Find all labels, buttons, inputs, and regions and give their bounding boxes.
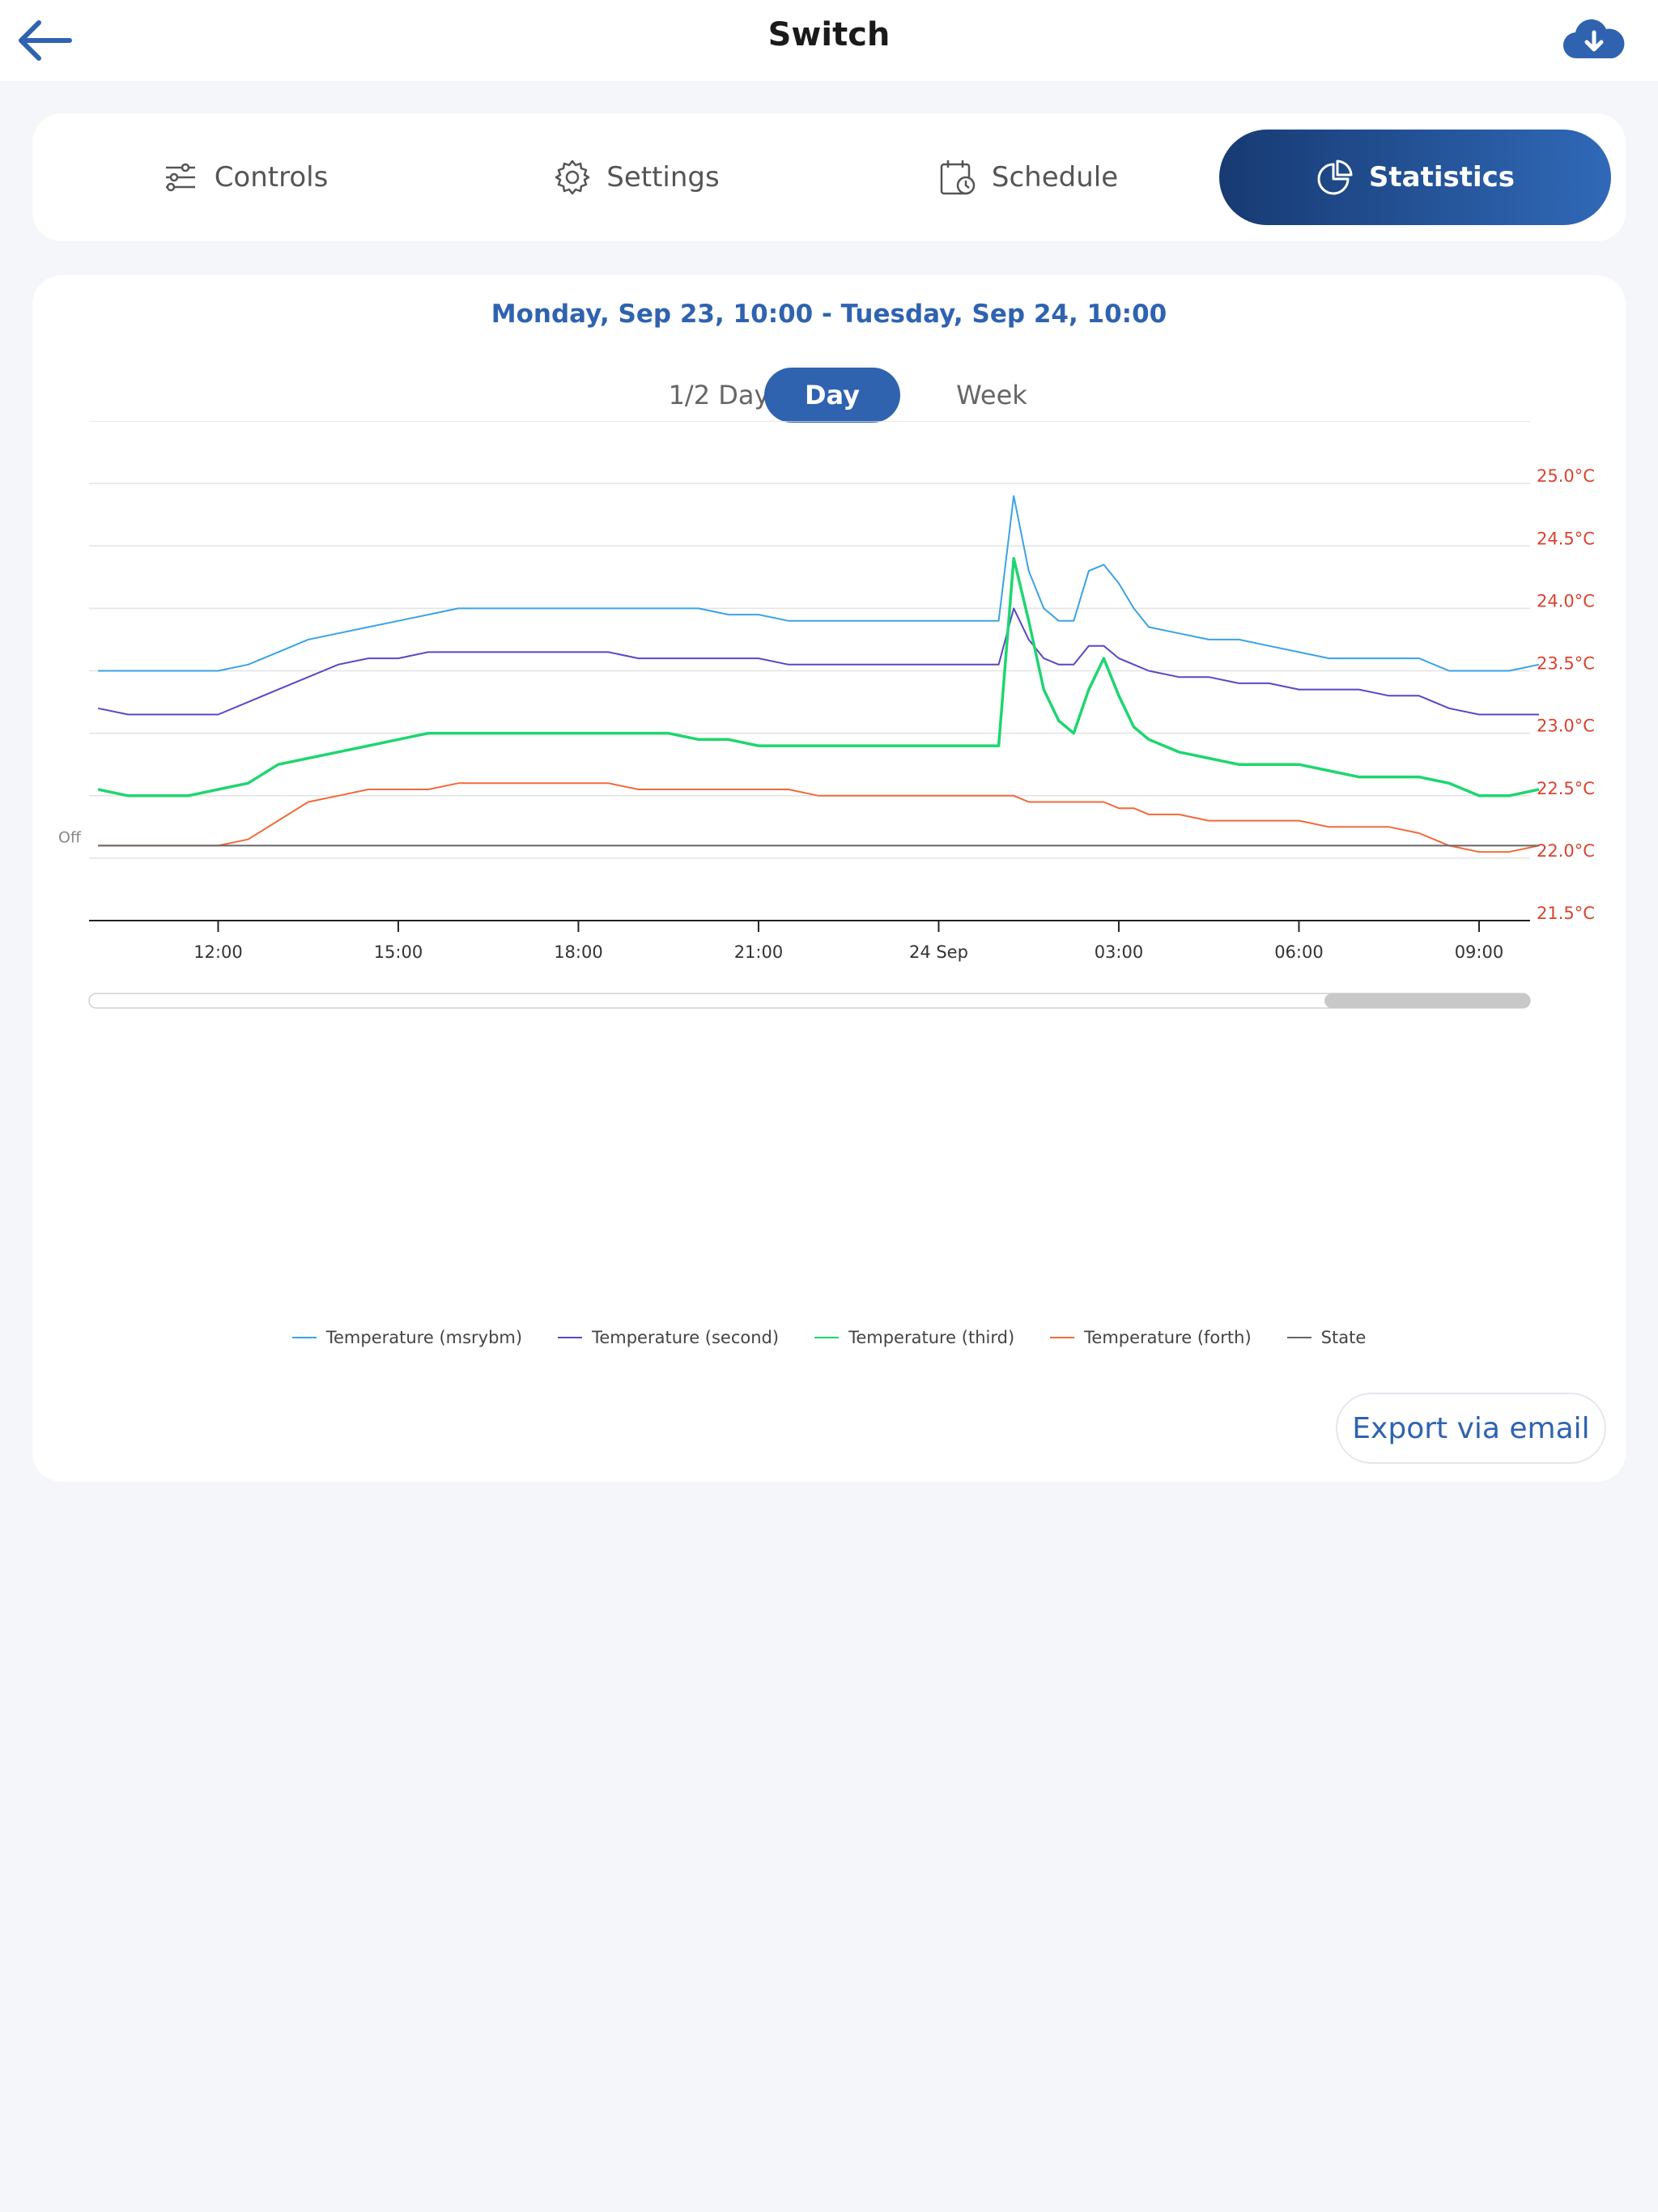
x-tick-label: 24 Sep <box>909 942 968 962</box>
legend-swatch <box>1050 1337 1075 1338</box>
legend-label: Temperature (forth) <box>1084 1328 1252 1347</box>
legend-label: Temperature (msrybm) <box>325 1328 523 1347</box>
chart-scrollbar-track <box>88 993 1531 1009</box>
tab-statistics-label: Statistics <box>1368 161 1516 194</box>
legend-item[interactable]: Temperature (third) <box>814 1328 1014 1347</box>
period-selector: 1/2 Day Day Week <box>32 368 1626 423</box>
cloud-download-button[interactable] <box>1561 18 1627 63</box>
arrow-left-icon <box>19 20 72 61</box>
legend-label: Temperature (third) <box>848 1328 1015 1347</box>
period-day[interactable]: Day <box>764 368 900 423</box>
x-tick-label: 06:00 <box>1274 942 1324 962</box>
top-bar: Switch <box>0 0 1658 81</box>
y-tick-label: 23.0°C <box>1537 717 1595 736</box>
y-tick-label: 25.0°C <box>1537 466 1595 486</box>
legend-swatch <box>558 1337 583 1338</box>
tab-settings[interactable]: Settings <box>440 130 832 225</box>
statistics-card: Monday, Sep 23, 10:00 - Tuesday, Sep 24,… <box>32 275 1626 1482</box>
legend-swatch <box>1286 1337 1312 1338</box>
y-tick-label: 24.0°C <box>1537 591 1595 610</box>
y-tick-label: 21.5°C <box>1537 904 1595 923</box>
x-tick-label: 12:00 <box>193 942 243 962</box>
y-tick-label: 22.5°C <box>1537 779 1595 798</box>
date-range: Monday, Sep 23, 10:00 - Tuesday, Sep 24,… <box>491 300 1167 329</box>
legend-label: State <box>1320 1328 1367 1347</box>
export-email-button[interactable]: Export via email <box>1336 1393 1606 1464</box>
series-line-3 <box>98 782 1540 853</box>
tab-bar: Controls Settings Schedule <box>32 113 1626 241</box>
calendar-clock-icon <box>940 160 976 195</box>
legend-swatch <box>814 1337 840 1338</box>
back-button[interactable] <box>11 15 76 66</box>
legend-item[interactable]: Temperature (forth) <box>1050 1328 1252 1347</box>
x-tick-label: 21:00 <box>734 942 784 962</box>
tab-controls[interactable]: Controls <box>49 130 440 225</box>
x-tick-label: 09:00 <box>1455 942 1504 962</box>
chart-legend: Temperature (msrybm) Temperature (second)… <box>32 1328 1626 1347</box>
tab-statistics[interactable]: Statistics <box>1219 130 1611 225</box>
gear-icon <box>555 160 590 195</box>
y-tick-label: 23.5°C <box>1537 654 1595 674</box>
tab-settings-label: Settings <box>606 161 720 194</box>
legend-item[interactable]: Temperature (second) <box>558 1328 779 1347</box>
period-week[interactable]: Week <box>956 380 1027 410</box>
temperature-chart: 21.5°C 22.0°C 22.5°C 23.0°C 23.5°C 24.0°C 24.5… <box>58 421 1595 1009</box>
legend-item[interactable]: State <box>1286 1328 1367 1347</box>
cloud-download-icon <box>1562 19 1625 59</box>
pie-chart-icon <box>1317 160 1353 195</box>
x-tick-label: 15:00 <box>374 942 423 962</box>
y-tick-label: 22.0°C <box>1537 841 1595 861</box>
series-line-2 <box>97 556 1540 798</box>
legend-item[interactable]: Temperature (msrybm) <box>291 1328 523 1347</box>
x-tick-label: 03:00 <box>1095 942 1144 962</box>
series-line-1 <box>97 607 1540 716</box>
tab-schedule[interactable]: Schedule <box>832 130 1224 225</box>
legend-swatch <box>291 1337 317 1338</box>
chart-scrollbar-thumb[interactable] <box>1324 993 1530 1008</box>
tab-schedule-label: Schedule <box>991 161 1119 194</box>
period-half-day[interactable]: 1/2 Day <box>668 380 770 410</box>
sliders-icon <box>165 163 195 192</box>
tab-controls-label: Controls <box>214 161 329 194</box>
series-line-0 <box>98 495 1540 672</box>
page-title: Switch <box>767 16 891 53</box>
y-tick-label: 24.5°C <box>1537 529 1595 548</box>
x-tick-label: 18:00 <box>554 942 603 962</box>
state-label: Off <box>58 828 82 846</box>
legend-label: Temperature (second) <box>592 1328 780 1347</box>
